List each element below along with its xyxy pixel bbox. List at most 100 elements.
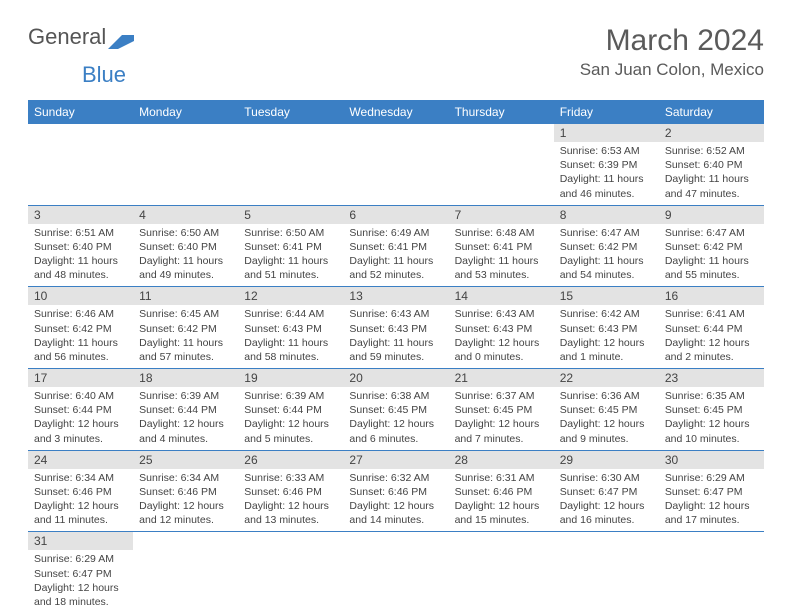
calendar-day-cell: 8Sunrise: 6:47 AMSunset: 6:42 PMDaylight…: [554, 205, 659, 287]
weekday-header: Sunday: [28, 100, 133, 124]
day-details: Sunrise: 6:40 AMSunset: 6:44 PMDaylight:…: [28, 387, 133, 450]
calendar-day-cell: 2Sunrise: 6:52 AMSunset: 6:40 PMDaylight…: [659, 124, 764, 205]
calendar-day-cell: 28Sunrise: 6:31 AMSunset: 6:46 PMDayligh…: [449, 450, 554, 532]
sunset-text: Sunset: 6:40 PM: [139, 240, 232, 254]
day-details: Sunrise: 6:32 AMSunset: 6:46 PMDaylight:…: [343, 469, 448, 532]
sunrise-text: Sunrise: 6:40 AM: [34, 389, 127, 403]
day-details: Sunrise: 6:52 AMSunset: 6:40 PMDaylight:…: [659, 142, 764, 205]
sunrise-text: Sunrise: 6:36 AM: [560, 389, 653, 403]
calendar-day-cell: [238, 124, 343, 205]
day-number: 12: [238, 287, 343, 305]
sunrise-text: Sunrise: 6:45 AM: [139, 307, 232, 321]
day-number: 13: [343, 287, 448, 305]
daylight-text: Daylight: 12 hours and 9 minutes.: [560, 417, 653, 445]
daylight-text: Daylight: 11 hours and 55 minutes.: [665, 254, 758, 282]
calendar-day-cell: 12Sunrise: 6:44 AMSunset: 6:43 PMDayligh…: [238, 287, 343, 369]
sunset-text: Sunset: 6:46 PM: [349, 485, 442, 499]
daylight-text: Daylight: 12 hours and 12 minutes.: [139, 499, 232, 527]
daylight-text: Daylight: 11 hours and 46 minutes.: [560, 172, 653, 200]
calendar-day-cell: 26Sunrise: 6:33 AMSunset: 6:46 PMDayligh…: [238, 450, 343, 532]
daylight-text: Daylight: 12 hours and 7 minutes.: [455, 417, 548, 445]
weekday-header: Tuesday: [238, 100, 343, 124]
day-details: Sunrise: 6:50 AMSunset: 6:40 PMDaylight:…: [133, 224, 238, 287]
sunset-text: Sunset: 6:42 PM: [139, 322, 232, 336]
sunrise-text: Sunrise: 6:29 AM: [34, 552, 127, 566]
sunset-text: Sunset: 6:47 PM: [665, 485, 758, 499]
daylight-text: Daylight: 12 hours and 2 minutes.: [665, 336, 758, 364]
day-details: Sunrise: 6:31 AMSunset: 6:46 PMDaylight:…: [449, 469, 554, 532]
sunset-text: Sunset: 6:45 PM: [455, 403, 548, 417]
sunrise-text: Sunrise: 6:37 AM: [455, 389, 548, 403]
calendar-day-cell: 11Sunrise: 6:45 AMSunset: 6:42 PMDayligh…: [133, 287, 238, 369]
brand-flag-icon: [108, 29, 134, 45]
calendar-day-cell: [343, 124, 448, 205]
brand-part1: General: [28, 24, 106, 50]
sunset-text: Sunset: 6:45 PM: [665, 403, 758, 417]
day-number: 5: [238, 206, 343, 224]
day-number: 14: [449, 287, 554, 305]
calendar-day-cell: 31Sunrise: 6:29 AMSunset: 6:47 PMDayligh…: [28, 532, 133, 613]
daylight-text: Daylight: 12 hours and 10 minutes.: [665, 417, 758, 445]
daylight-text: Daylight: 12 hours and 13 minutes.: [244, 499, 337, 527]
sunset-text: Sunset: 6:40 PM: [34, 240, 127, 254]
calendar-day-cell: 30Sunrise: 6:29 AMSunset: 6:47 PMDayligh…: [659, 450, 764, 532]
sunset-text: Sunset: 6:47 PM: [34, 567, 127, 581]
sunset-text: Sunset: 6:43 PM: [560, 322, 653, 336]
day-details: Sunrise: 6:29 AMSunset: 6:47 PMDaylight:…: [28, 550, 133, 613]
day-number: 25: [133, 451, 238, 469]
sunrise-text: Sunrise: 6:32 AM: [349, 471, 442, 485]
day-details: Sunrise: 6:51 AMSunset: 6:40 PMDaylight:…: [28, 224, 133, 287]
sunrise-text: Sunrise: 6:33 AM: [244, 471, 337, 485]
day-number: 18: [133, 369, 238, 387]
daylight-text: Daylight: 12 hours and 4 minutes.: [139, 417, 232, 445]
daylight-text: Daylight: 12 hours and 5 minutes.: [244, 417, 337, 445]
day-details: Sunrise: 6:47 AMSunset: 6:42 PMDaylight:…: [554, 224, 659, 287]
day-details: Sunrise: 6:53 AMSunset: 6:39 PMDaylight:…: [554, 142, 659, 205]
calendar-day-cell: 10Sunrise: 6:46 AMSunset: 6:42 PMDayligh…: [28, 287, 133, 369]
calendar-header-row: SundayMondayTuesdayWednesdayThursdayFrid…: [28, 100, 764, 124]
sunrise-text: Sunrise: 6:30 AM: [560, 471, 653, 485]
sunrise-text: Sunrise: 6:43 AM: [349, 307, 442, 321]
calendar-day-cell: 13Sunrise: 6:43 AMSunset: 6:43 PMDayligh…: [343, 287, 448, 369]
sunrise-text: Sunrise: 6:48 AM: [455, 226, 548, 240]
sunrise-text: Sunrise: 6:41 AM: [665, 307, 758, 321]
sunrise-text: Sunrise: 6:53 AM: [560, 144, 653, 158]
day-number: 16: [659, 287, 764, 305]
calendar-day-cell: 29Sunrise: 6:30 AMSunset: 6:47 PMDayligh…: [554, 450, 659, 532]
sunrise-text: Sunrise: 6:38 AM: [349, 389, 442, 403]
day-number: 17: [28, 369, 133, 387]
calendar-day-cell: 17Sunrise: 6:40 AMSunset: 6:44 PMDayligh…: [28, 369, 133, 451]
calendar-day-cell: 3Sunrise: 6:51 AMSunset: 6:40 PMDaylight…: [28, 205, 133, 287]
calendar-day-cell: 15Sunrise: 6:42 AMSunset: 6:43 PMDayligh…: [554, 287, 659, 369]
calendar-day-cell: 14Sunrise: 6:43 AMSunset: 6:43 PMDayligh…: [449, 287, 554, 369]
sunset-text: Sunset: 6:46 PM: [34, 485, 127, 499]
daylight-text: Daylight: 11 hours and 59 minutes.: [349, 336, 442, 364]
day-number: 22: [554, 369, 659, 387]
day-details: Sunrise: 6:29 AMSunset: 6:47 PMDaylight:…: [659, 469, 764, 532]
sunrise-text: Sunrise: 6:47 AM: [665, 226, 758, 240]
daylight-text: Daylight: 12 hours and 14 minutes.: [349, 499, 442, 527]
calendar-day-cell: [133, 532, 238, 613]
sunset-text: Sunset: 6:45 PM: [349, 403, 442, 417]
daylight-text: Daylight: 12 hours and 0 minutes.: [455, 336, 548, 364]
calendar-day-cell: 1Sunrise: 6:53 AMSunset: 6:39 PMDaylight…: [554, 124, 659, 205]
daylight-text: Daylight: 12 hours and 6 minutes.: [349, 417, 442, 445]
sunrise-text: Sunrise: 6:51 AM: [34, 226, 127, 240]
calendar-week-row: 31Sunrise: 6:29 AMSunset: 6:47 PMDayligh…: [28, 532, 764, 613]
sunrise-text: Sunrise: 6:50 AM: [139, 226, 232, 240]
sunrise-text: Sunrise: 6:50 AM: [244, 226, 337, 240]
daylight-text: Daylight: 11 hours and 47 minutes.: [665, 172, 758, 200]
calendar-day-cell: [449, 532, 554, 613]
sunrise-text: Sunrise: 6:34 AM: [34, 471, 127, 485]
sunset-text: Sunset: 6:39 PM: [560, 158, 653, 172]
day-number: 19: [238, 369, 343, 387]
day-details: Sunrise: 6:33 AMSunset: 6:46 PMDaylight:…: [238, 469, 343, 532]
daylight-text: Daylight: 12 hours and 18 minutes.: [34, 581, 127, 609]
daylight-text: Daylight: 12 hours and 16 minutes.: [560, 499, 653, 527]
day-details: Sunrise: 6:47 AMSunset: 6:42 PMDaylight:…: [659, 224, 764, 287]
day-number: 31: [28, 532, 133, 550]
brand-part2: Blue: [82, 62, 792, 88]
daylight-text: Daylight: 11 hours and 51 minutes.: [244, 254, 337, 282]
sunrise-text: Sunrise: 6:42 AM: [560, 307, 653, 321]
day-number: 10: [28, 287, 133, 305]
